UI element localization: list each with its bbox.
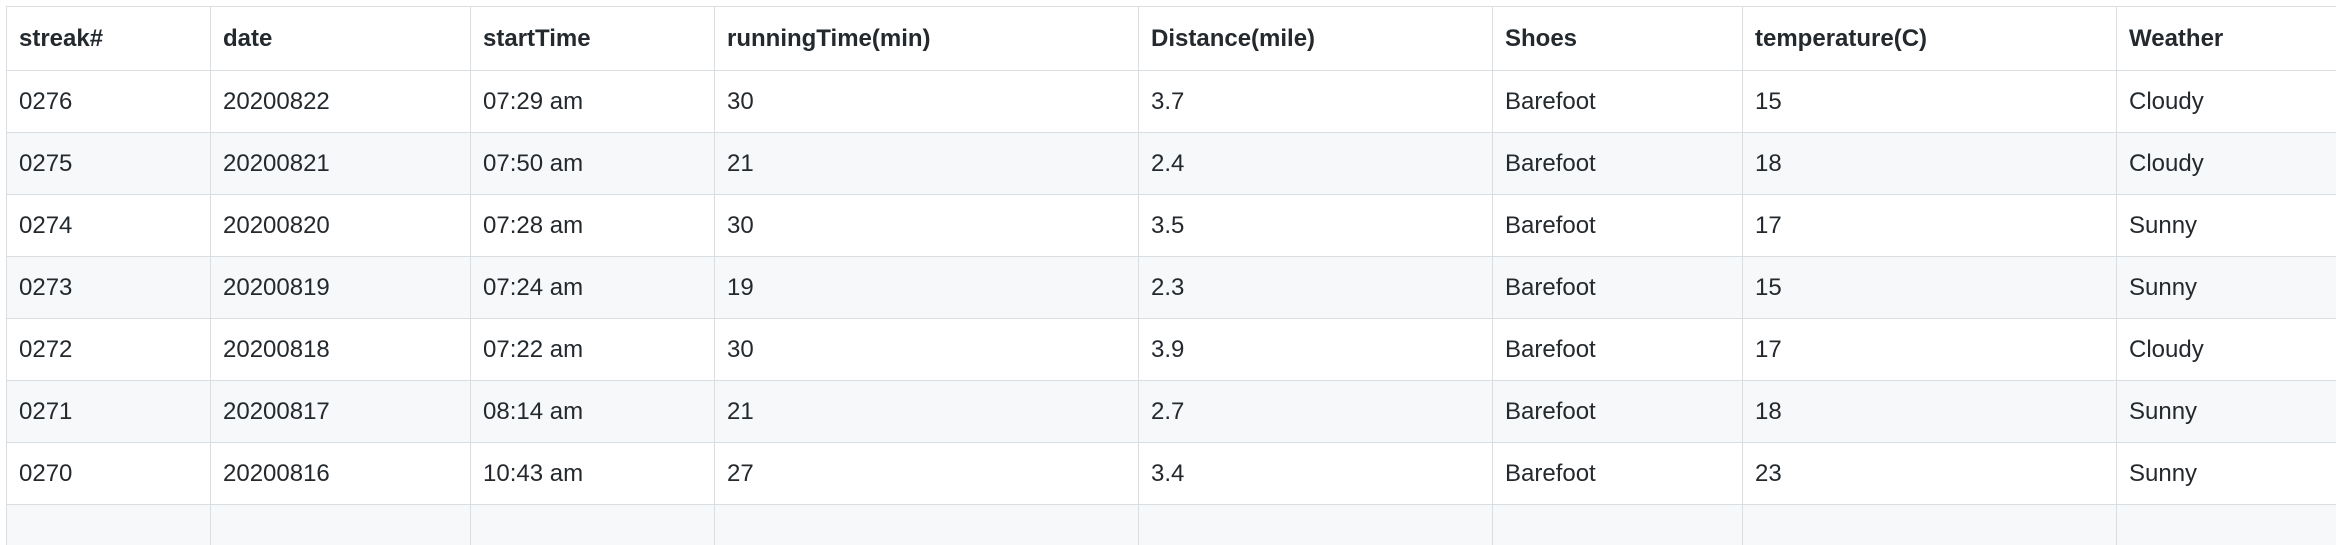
running-log-table: streak# date startTime runningTime(min) … xyxy=(6,6,2336,545)
cell-temperature: 17 xyxy=(1743,195,2117,257)
table-header-row: streak# date startTime runningTime(min) … xyxy=(7,7,2336,71)
cell-running-time: 19 xyxy=(715,257,1139,319)
cell-date: 20200820 xyxy=(211,195,471,257)
cell-empty xyxy=(1493,505,1743,545)
cell-shoes: Barefoot xyxy=(1493,133,1743,195)
cell-empty xyxy=(471,505,715,545)
cell-weather: Cloudy xyxy=(2117,319,2336,381)
running-log-table-container: streak# date startTime runningTime(min) … xyxy=(6,6,2336,545)
cell-start-time: 07:50 am xyxy=(471,133,715,195)
cell-weather: Sunny xyxy=(2117,195,2336,257)
header-shoes: Shoes xyxy=(1493,7,1743,71)
header-start-time: startTime xyxy=(471,7,715,71)
cell-running-time: 21 xyxy=(715,381,1139,443)
table-row: 0271 20200817 08:14 am 21 2.7 Barefoot 1… xyxy=(7,381,2336,443)
cell-streak: 0270 xyxy=(7,443,211,505)
cell-empty xyxy=(1139,505,1493,545)
table-row: 0270 20200816 10:43 am 27 3.4 Barefoot 2… xyxy=(7,443,2336,505)
cell-streak: 0271 xyxy=(7,381,211,443)
cell-date: 20200816 xyxy=(211,443,471,505)
cell-shoes: Barefoot xyxy=(1493,443,1743,505)
cell-distance: 2.7 xyxy=(1139,381,1493,443)
cell-temperature: 15 xyxy=(1743,71,2117,133)
cell-date: 20200822 xyxy=(211,71,471,133)
table-row-partial xyxy=(7,505,2336,545)
cell-empty xyxy=(715,505,1139,545)
cell-date: 20200819 xyxy=(211,257,471,319)
cell-start-time: 07:22 am xyxy=(471,319,715,381)
cell-shoes: Barefoot xyxy=(1493,71,1743,133)
cell-weather: Sunny xyxy=(2117,257,2336,319)
cell-running-time: 30 xyxy=(715,319,1139,381)
cell-weather: Sunny xyxy=(2117,381,2336,443)
cell-distance: 3.7 xyxy=(1139,71,1493,133)
cell-date: 20200817 xyxy=(211,381,471,443)
cell-date: 20200818 xyxy=(211,319,471,381)
cell-weather: Cloudy xyxy=(2117,71,2336,133)
cell-temperature: 17 xyxy=(1743,319,2117,381)
cell-weather: Sunny xyxy=(2117,443,2336,505)
header-temperature: temperature(C) xyxy=(1743,7,2117,71)
cell-running-time: 30 xyxy=(715,71,1139,133)
cell-empty xyxy=(2117,505,2336,545)
cell-shoes: Barefoot xyxy=(1493,319,1743,381)
cell-start-time: 08:14 am xyxy=(471,381,715,443)
cell-empty xyxy=(1743,505,2117,545)
cell-streak: 0276 xyxy=(7,71,211,133)
cell-temperature: 18 xyxy=(1743,381,2117,443)
cell-running-time: 30 xyxy=(715,195,1139,257)
cell-shoes: Barefoot xyxy=(1493,381,1743,443)
cell-start-time: 07:24 am xyxy=(471,257,715,319)
cell-streak: 0274 xyxy=(7,195,211,257)
table-row: 0272 20200818 07:22 am 30 3.9 Barefoot 1… xyxy=(7,319,2336,381)
cell-date: 20200821 xyxy=(211,133,471,195)
cell-shoes: Barefoot xyxy=(1493,195,1743,257)
cell-empty xyxy=(211,505,471,545)
cell-streak: 0275 xyxy=(7,133,211,195)
cell-distance: 3.4 xyxy=(1139,443,1493,505)
cell-shoes: Barefoot xyxy=(1493,257,1743,319)
table-row: 0274 20200820 07:28 am 30 3.5 Barefoot 1… xyxy=(7,195,2336,257)
cell-temperature: 23 xyxy=(1743,443,2117,505)
cell-distance: 3.5 xyxy=(1139,195,1493,257)
cell-start-time: 07:29 am xyxy=(471,71,715,133)
cell-empty xyxy=(7,505,211,545)
cell-streak: 0272 xyxy=(7,319,211,381)
cell-streak: 0273 xyxy=(7,257,211,319)
header-distance: Distance(mile) xyxy=(1139,7,1493,71)
table-row: 0273 20200819 07:24 am 19 2.3 Barefoot 1… xyxy=(7,257,2336,319)
cell-start-time: 07:28 am xyxy=(471,195,715,257)
cell-temperature: 15 xyxy=(1743,257,2117,319)
header-date: date xyxy=(211,7,471,71)
cell-distance: 2.4 xyxy=(1139,133,1493,195)
table-row: 0276 20200822 07:29 am 30 3.7 Barefoot 1… xyxy=(7,71,2336,133)
header-weather: Weather xyxy=(2117,7,2336,71)
header-streak: streak# xyxy=(7,7,211,71)
cell-temperature: 18 xyxy=(1743,133,2117,195)
header-running-time: runningTime(min) xyxy=(715,7,1139,71)
table-row: 0275 20200821 07:50 am 21 2.4 Barefoot 1… xyxy=(7,133,2336,195)
cell-distance: 3.9 xyxy=(1139,319,1493,381)
cell-weather: Cloudy xyxy=(2117,133,2336,195)
cell-running-time: 21 xyxy=(715,133,1139,195)
cell-start-time: 10:43 am xyxy=(471,443,715,505)
cell-distance: 2.3 xyxy=(1139,257,1493,319)
cell-running-time: 27 xyxy=(715,443,1139,505)
